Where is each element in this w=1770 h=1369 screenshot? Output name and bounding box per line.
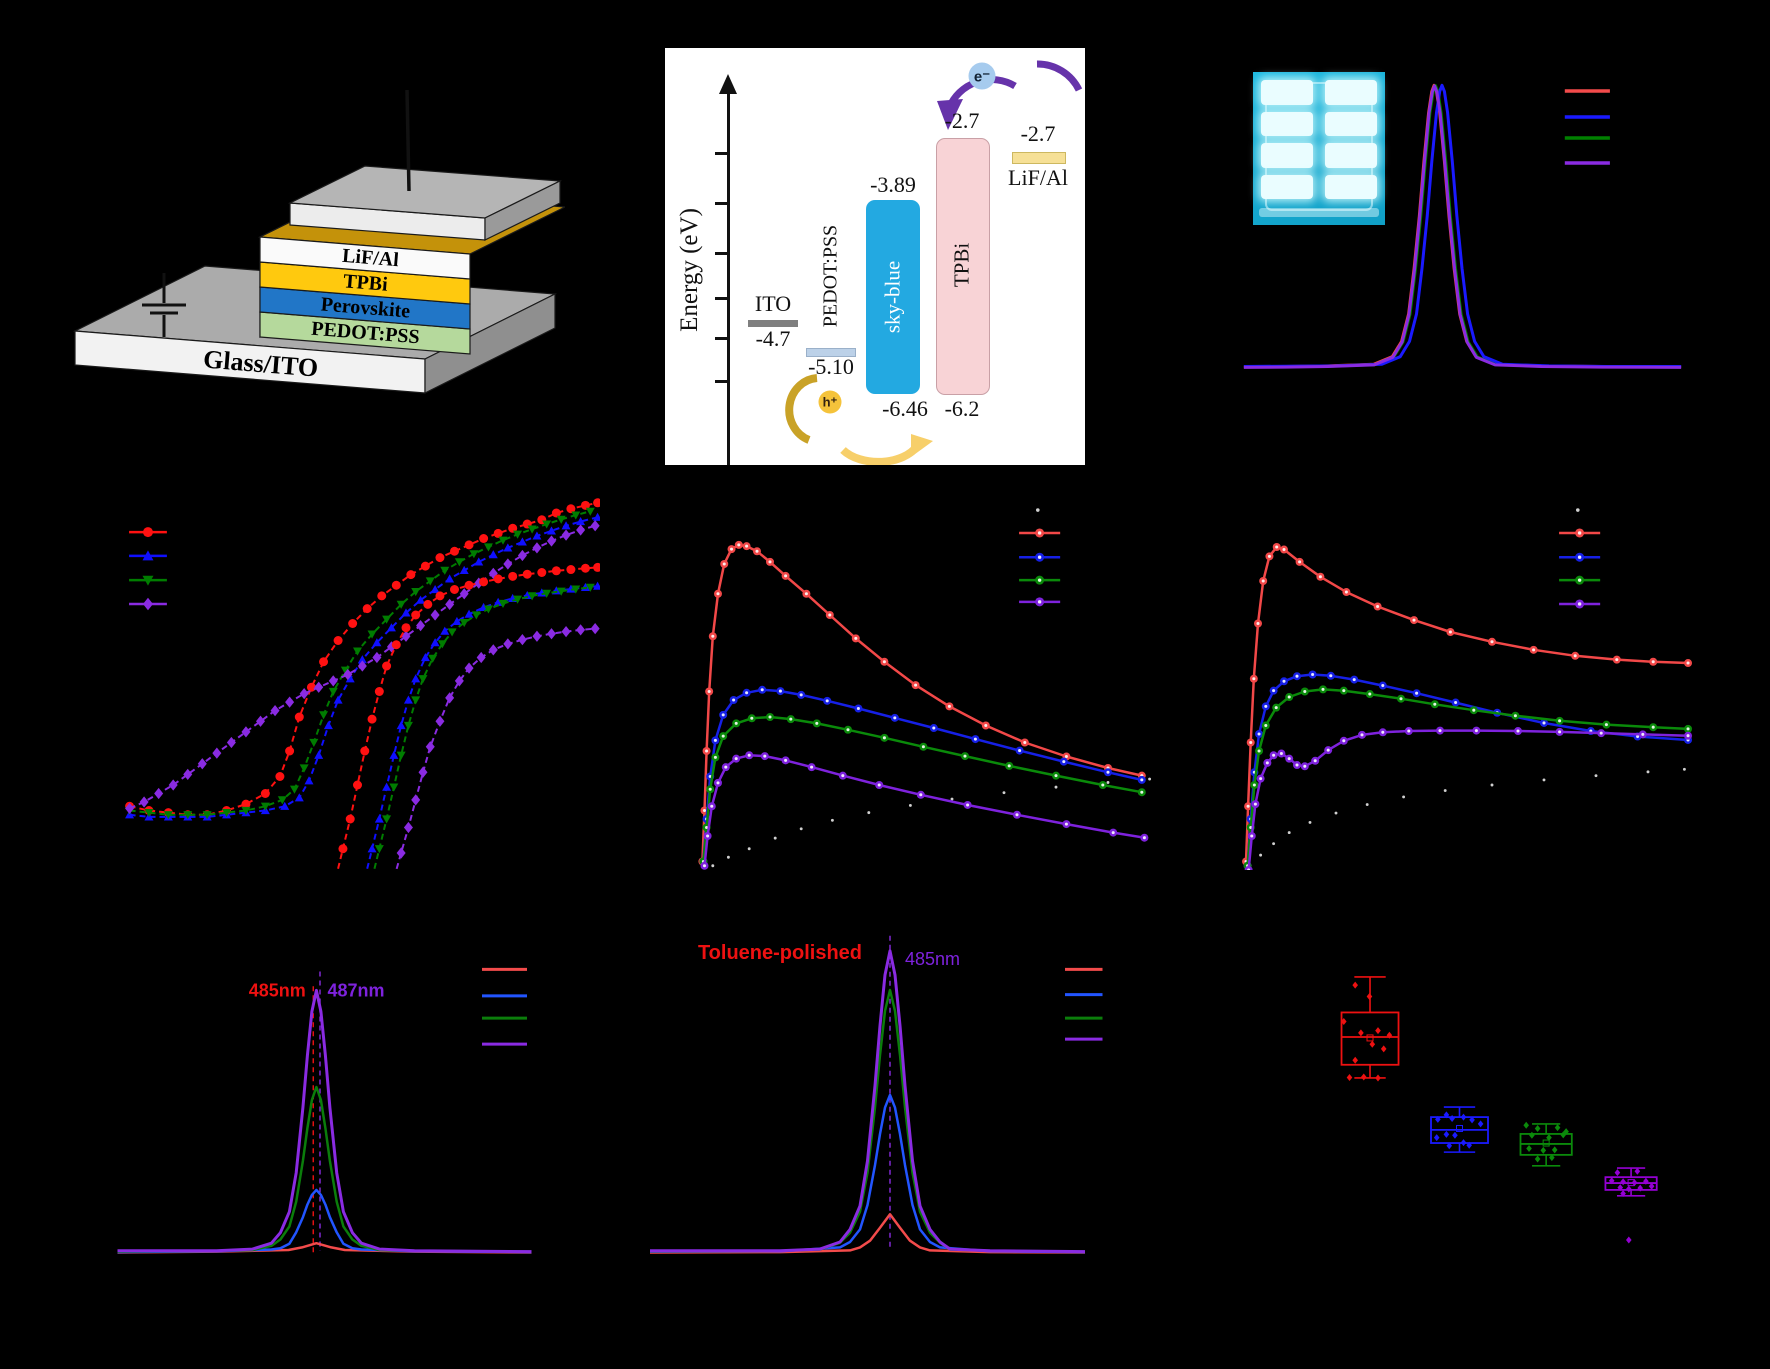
- pedot-value: -5.10: [808, 354, 854, 379]
- annotation: 485nm: [249, 981, 306, 1001]
- pl-spectra-chart: 485nm 487nm: [117, 967, 532, 1255]
- energy-axis: [727, 92, 730, 465]
- skyblue-perovskite-box: [866, 200, 920, 394]
- layer-label-lif-al: LiF/Al: [341, 245, 400, 272]
- lif-al-label: LiF/Al: [1008, 165, 1068, 190]
- electrode-right-face: [484, 180, 561, 241]
- tpbi-homo: -6.2: [944, 396, 980, 421]
- cathode-wire: [405, 89, 411, 192]
- annotation: 487nm: [327, 981, 384, 1001]
- tpbi-lumo: -2.7: [944, 108, 980, 133]
- hole-icon: h⁺: [818, 390, 842, 414]
- layer-label-tpbi: TPBi: [342, 270, 389, 296]
- anode-wire-battery-symbol: [142, 273, 186, 337]
- jvl-chart: [125, 498, 600, 870]
- eqe-chart: [1242, 508, 1693, 870]
- device-structure-diagram: LiF/Al TPBi Perovskite PEDOT:PSS Glass/I…: [72, 89, 565, 394]
- lif-front-face: [259, 236, 471, 280]
- skyblue-lumo: -3.89: [870, 172, 916, 197]
- energy-axis-label: Energy (eV): [676, 208, 703, 332]
- pedot-level-bar: [806, 348, 856, 357]
- ito-level-bar: [748, 320, 798, 327]
- el-spectra-chart: [1243, 83, 1682, 369]
- energy-level-diagram: Energy (eV) ITO -4.7 PEDOT:PSS -5.10 sky…: [665, 48, 1085, 465]
- pedot-label: PEDOT:PSS: [819, 224, 842, 328]
- lif-al-level-bar: [1012, 152, 1066, 164]
- device-photo-edge-band: [1259, 208, 1379, 217]
- current-efficiency-chart: [698, 508, 1152, 870]
- energy-axis-arrowhead: [719, 74, 737, 94]
- ito-value: -4.7: [755, 326, 791, 351]
- tpbi-label: TPBi: [949, 242, 974, 288]
- electron-icon: e⁻: [968, 62, 996, 90]
- skyblue-homo: -6.46: [882, 396, 928, 421]
- toluene-polished-spectra-chart: Toluene-polished 485nm: [649, 935, 1103, 1254]
- device-pixels: [1261, 80, 1377, 199]
- annotation: 485nm: [905, 949, 960, 969]
- tpbi-box: [936, 138, 990, 395]
- lif-al-value: -2.7: [1020, 121, 1056, 146]
- ito-label: ITO: [754, 291, 792, 316]
- annotation: Toluene-polished: [698, 942, 862, 964]
- skyblue-label: sky-blue: [880, 260, 905, 334]
- eqe-boxplot-chart: [1340, 976, 1658, 1244]
- device-photo-inset: [1253, 72, 1385, 225]
- glass-ito-right-face: [424, 293, 556, 394]
